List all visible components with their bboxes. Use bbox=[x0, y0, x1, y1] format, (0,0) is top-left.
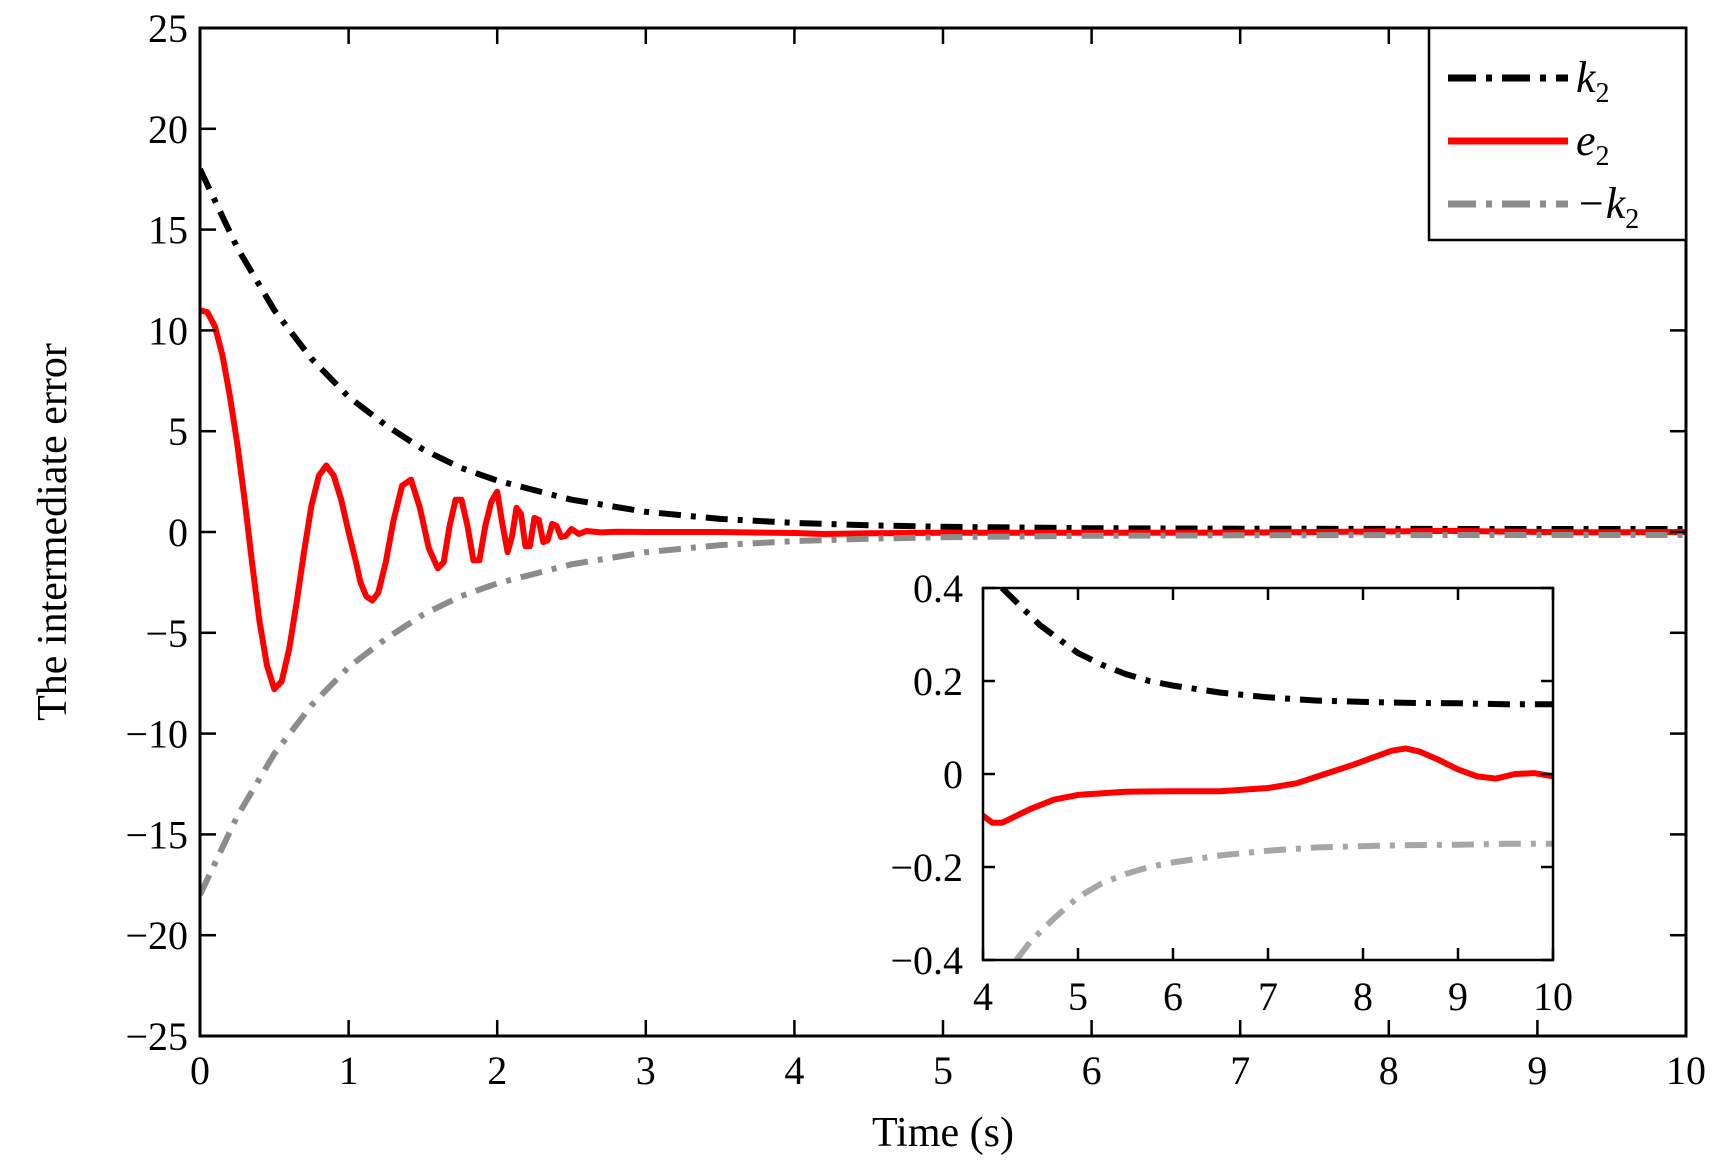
main-series-group bbox=[200, 167, 1686, 897]
main-x-tick-label: 7 bbox=[1230, 1048, 1250, 1093]
legend-label-k2: k2 bbox=[1576, 53, 1610, 109]
legend-box bbox=[1427, 26, 1688, 242]
main-y-tick-label: 15 bbox=[148, 208, 188, 253]
inset-x-tick-label: 6 bbox=[1163, 974, 1183, 1019]
inset-x-tick-label: 8 bbox=[1353, 974, 1373, 1019]
main-y-tick-label: −25 bbox=[125, 1014, 188, 1059]
inset-y-tick-label: 0 bbox=[943, 752, 963, 797]
inset-y-tick-label: 0.4 bbox=[913, 566, 963, 611]
legend-label-main: k bbox=[1576, 53, 1597, 102]
inset-x-tick-label: 7 bbox=[1258, 974, 1278, 1019]
inset-series-group bbox=[983, 588, 1553, 960]
inset-x-tick-label: 9 bbox=[1448, 974, 1468, 1019]
inset-plot-frame bbox=[981, 586, 1555, 962]
inset-plot-area: 4 5 6 7 8 9 10 0.4 0.2 0 −0.2 −0.4 bbox=[890, 566, 1573, 1019]
inset-x-tick-labels: 4 5 6 7 8 9 10 bbox=[973, 974, 1573, 1019]
inset-x-tick-label: 4 bbox=[973, 974, 993, 1019]
inset-y-tick-label: 0.2 bbox=[913, 659, 963, 704]
main-y-tick-label: 25 bbox=[148, 6, 188, 51]
main-x-tick-label: 2 bbox=[487, 1048, 507, 1093]
y-axis-title: The intermediate error bbox=[30, 343, 76, 721]
main-x-tick-label: 6 bbox=[1082, 1048, 1102, 1093]
main-x-tick-label: 0 bbox=[190, 1048, 210, 1093]
main-x-tick-label: 4 bbox=[784, 1048, 804, 1093]
main-y-tick-label: 0 bbox=[168, 510, 188, 555]
main-y-tick-label: −15 bbox=[125, 812, 188, 857]
main-y-tick-label: −20 bbox=[125, 913, 188, 958]
main-x-tick-label: 5 bbox=[933, 1048, 953, 1093]
legend-label-subscript: 2 bbox=[1596, 141, 1610, 172]
legend-label-subscript: 2 bbox=[1596, 78, 1610, 109]
main-series-e2 bbox=[200, 307, 1686, 693]
inset-y-tick-label: −0.4 bbox=[890, 938, 963, 983]
main-y-tick-label: 5 bbox=[168, 409, 188, 454]
main-y-tick-label: −10 bbox=[125, 712, 188, 757]
main-x-tick-label: 9 bbox=[1527, 1048, 1547, 1093]
main-y-tick-label: −5 bbox=[145, 611, 188, 656]
main-y-tick-label: 10 bbox=[148, 308, 188, 353]
main-x-tick-labels: 0 1 2 3 4 5 6 7 8 9 10 bbox=[190, 1048, 1706, 1093]
main-x-tick-label: 10 bbox=[1666, 1048, 1706, 1093]
main-x-tick-label: 3 bbox=[636, 1048, 656, 1093]
inset-series-k2-upper bbox=[999, 588, 1553, 708]
inset-x-tick-label: 5 bbox=[1068, 974, 1088, 1019]
legend-label-subscript: 2 bbox=[1625, 204, 1639, 235]
main-y-tick-labels: 25 20 15 10 5 0 −5 −10 −15 −20 −25 bbox=[125, 6, 188, 1059]
main-x-tick-label: 1 bbox=[339, 1048, 359, 1093]
legend-label-neg-k2: −k2 bbox=[1576, 179, 1639, 235]
inset-y-tick-label: −0.2 bbox=[890, 845, 963, 890]
main-y-tick-label: 20 bbox=[148, 107, 188, 152]
legend-label-main: −k bbox=[1576, 179, 1627, 228]
legend-label-e2: e2 bbox=[1576, 116, 1610, 172]
inset-y-tick-labels: 0.4 0.2 0 −0.2 −0.4 bbox=[890, 566, 963, 983]
inset-x-tick-label: 10 bbox=[1533, 974, 1573, 1019]
inset-series-e2 bbox=[983, 745, 1553, 826]
legend-label-main: e bbox=[1576, 116, 1596, 165]
main-plot-frame bbox=[198, 26, 1688, 1038]
main-x-tick-label: 8 bbox=[1379, 1048, 1399, 1093]
x-axis-title: Time (s) bbox=[872, 1110, 1014, 1156]
